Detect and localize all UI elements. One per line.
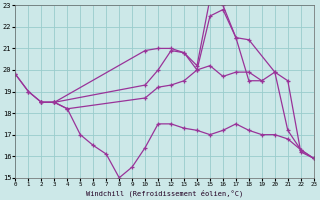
X-axis label: Windchill (Refroidissement éolien,°C): Windchill (Refroidissement éolien,°C) [86, 190, 243, 197]
